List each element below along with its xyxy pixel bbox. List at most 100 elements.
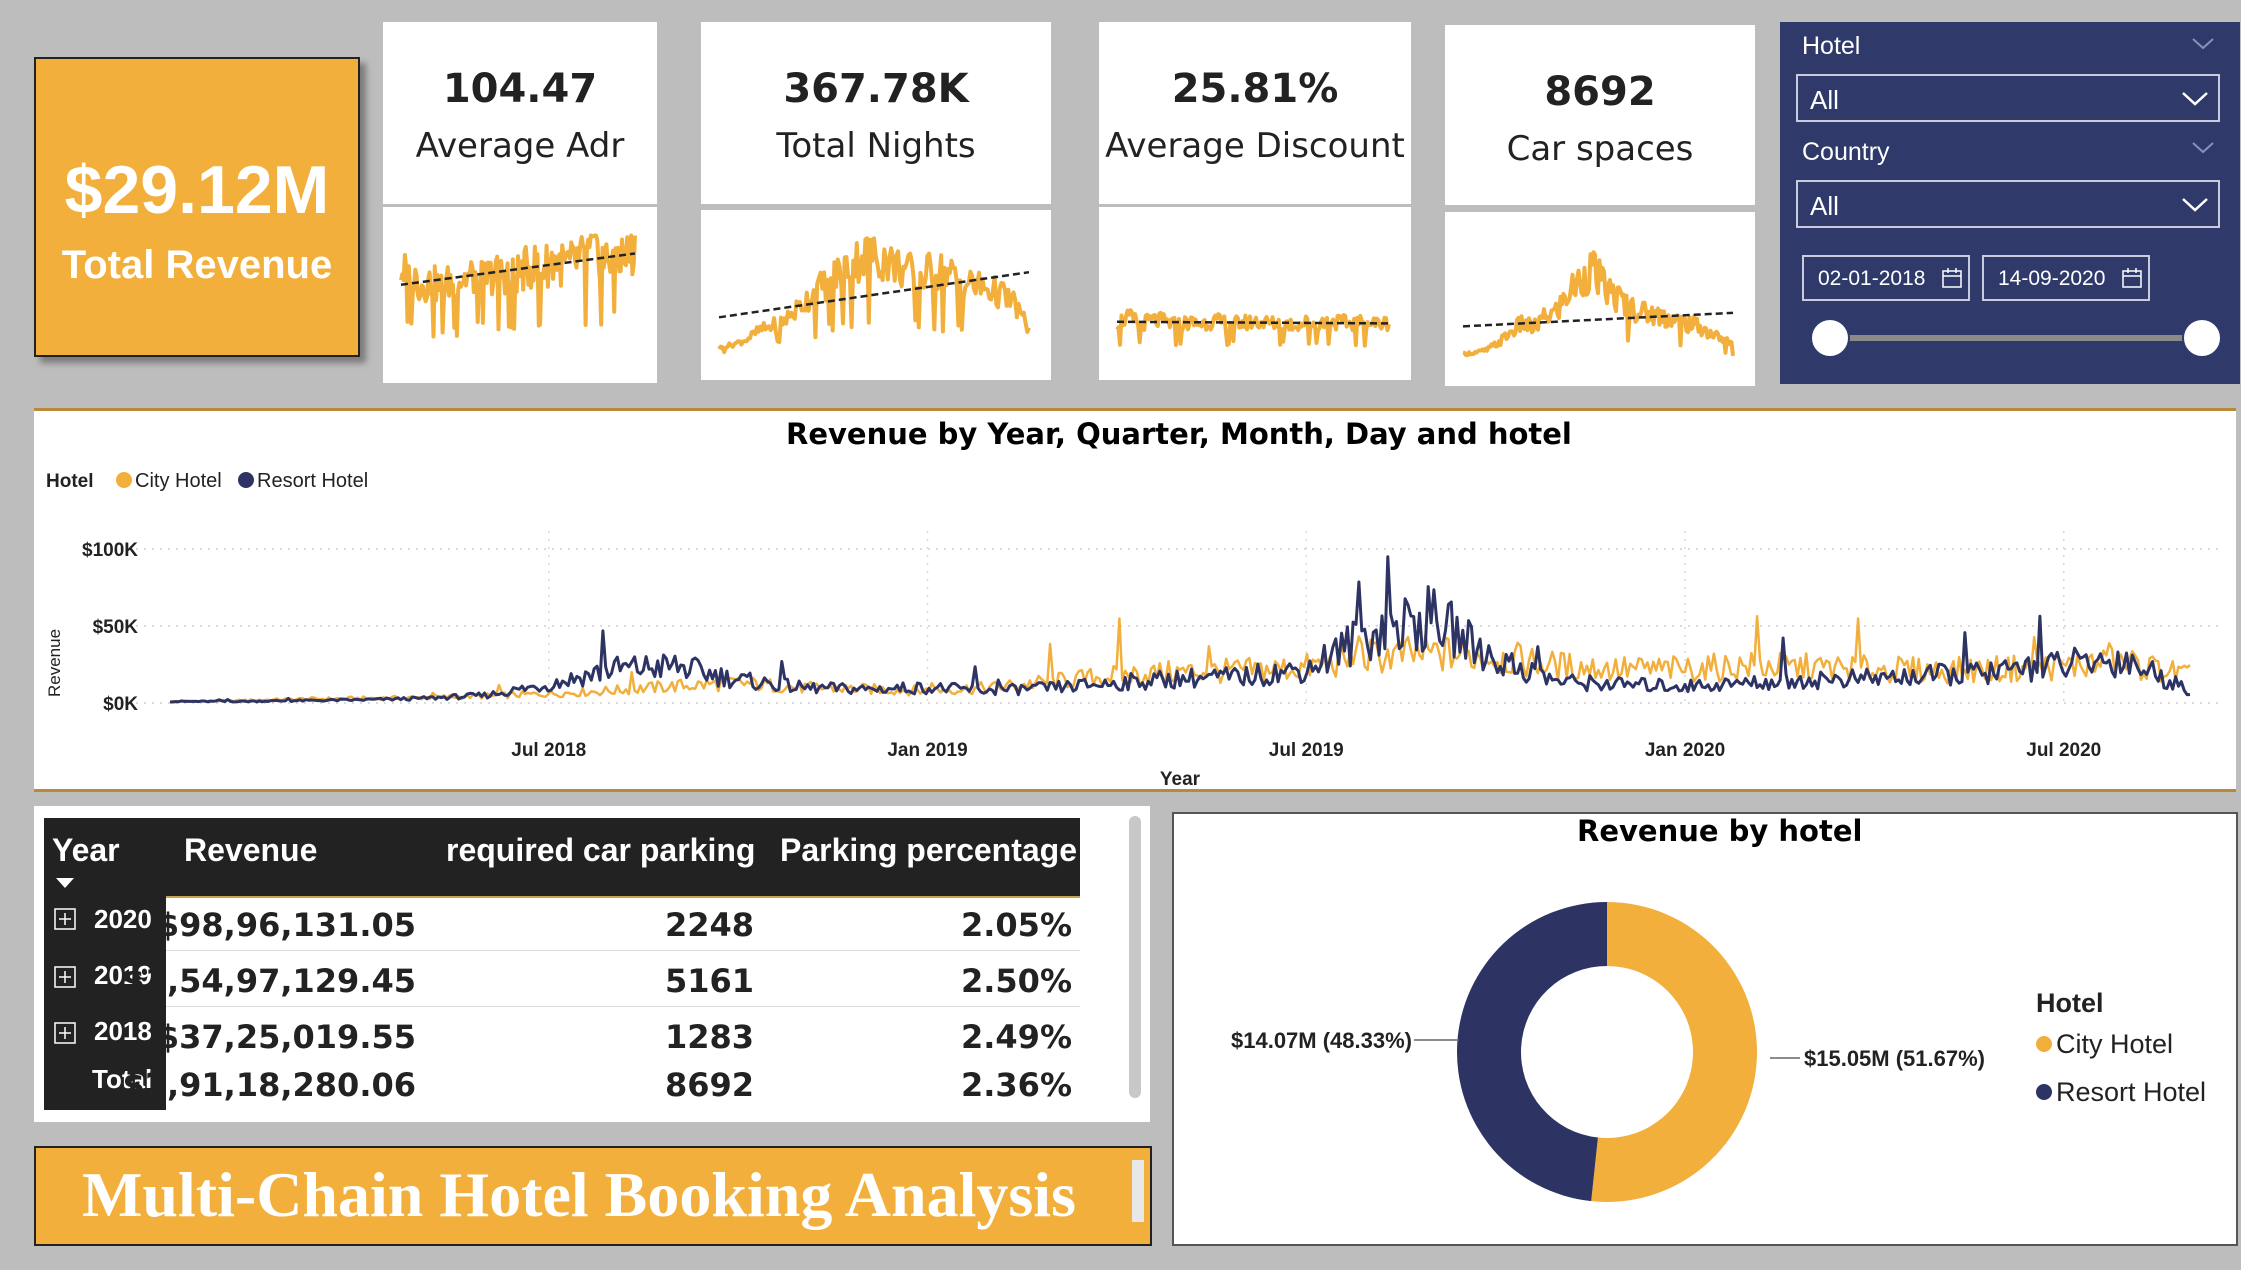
year-column-block bbox=[44, 896, 166, 1110]
donut-chart-title: Revenue by hotel bbox=[1577, 814, 1863, 848]
total-parking: 8692 bbox=[664, 1066, 754, 1104]
y-tick-label: $0K bbox=[103, 694, 138, 715]
sparkline-car-spaces bbox=[1445, 212, 1755, 386]
expand-plus-icon[interactable] bbox=[54, 1022, 76, 1044]
start-date-value: 02-01-2018 bbox=[1818, 267, 1926, 290]
kpi-label: Total Nights bbox=[776, 126, 976, 166]
total-parking-percentage: 2.36% bbox=[960, 1066, 1072, 1104]
donut-slice-resort-hotel[interactable] bbox=[1457, 902, 1607, 1202]
y-tick-label: $50K bbox=[93, 617, 139, 638]
dashboard-title-banner: Multi-Chain Hotel Booking Analysis bbox=[34, 1146, 1152, 1246]
sparkline-trend-line bbox=[1116, 320, 1390, 325]
total-label: Total bbox=[92, 1064, 153, 1094]
banner-scrollbar[interactable] bbox=[1132, 1160, 1144, 1222]
sparkline-total-nights bbox=[701, 210, 1051, 380]
column-header-car-parking[interactable]: required car parking bbox=[446, 832, 756, 868]
sparkline-series bbox=[1115, 308, 1391, 348]
sparkline-chart bbox=[1115, 308, 1391, 348]
row-parking: 1283 bbox=[664, 1018, 754, 1056]
x-tick-label: Jul 2018 bbox=[511, 740, 586, 761]
hotel-dropdown-value: All bbox=[1810, 85, 1839, 115]
row-parking: 5161 bbox=[664, 962, 754, 1000]
donut-legend-marker-city bbox=[2036, 1036, 2052, 1052]
chevron-down-icon[interactable] bbox=[2190, 140, 2216, 156]
country-filter-title: Country bbox=[1802, 138, 1890, 166]
hotel-filter-title: Hotel bbox=[1802, 32, 1861, 60]
series-line-resort-hotel[interactable] bbox=[170, 555, 2191, 704]
row-year: 2020 bbox=[94, 904, 152, 934]
header-divider bbox=[166, 896, 1080, 898]
column-header-year[interactable]: Year bbox=[52, 832, 120, 868]
legend-label-city-hotel: City Hotel bbox=[135, 470, 222, 492]
slider-handle-start[interactable] bbox=[1810, 318, 1850, 358]
x-tick-label: Jul 2020 bbox=[2026, 740, 2101, 761]
kpi-value: 367.78K bbox=[783, 66, 969, 112]
country-dropdown-value: All bbox=[1810, 191, 1839, 221]
date-range-slider[interactable] bbox=[1780, 312, 2240, 372]
sparkline-series bbox=[399, 233, 637, 339]
resort-hotel-data-label: $14.07M (48.33%) bbox=[1231, 1028, 1412, 1053]
legend-marker-city-hotel bbox=[116, 472, 132, 488]
x-tick-label: Jan 2020 bbox=[1645, 740, 1725, 761]
chevron-down-icon bbox=[2182, 198, 2208, 212]
sparkline-series bbox=[1462, 250, 1735, 358]
kpi-card-average-discount: 25.81% Average Discount bbox=[1099, 22, 1411, 204]
donut-legend-title: Hotel bbox=[2036, 988, 2104, 1018]
line-chart-title: Revenue by Year, Quarter, Month, Day and… bbox=[786, 417, 1572, 451]
revenue-line-chart: Hotel City Hotel Resort Hotel Revenue Ye… bbox=[45, 470, 2224, 790]
legend-marker-resort-hotel bbox=[238, 472, 254, 488]
city-hotel-data-label: $15.05M (51.67%) bbox=[1804, 1046, 1985, 1071]
donut-slices bbox=[1457, 902, 1757, 1202]
x-tick-label: Jan 2019 bbox=[887, 740, 967, 761]
legend-title: Hotel bbox=[46, 471, 94, 492]
donut-legend-marker-resort bbox=[2036, 1084, 2052, 1100]
sort-desc-icon[interactable] bbox=[54, 876, 76, 890]
sparkline-trend-line bbox=[1462, 311, 1734, 328]
expand-plus-icon[interactable] bbox=[54, 966, 76, 988]
column-header-parking-percentage[interactable]: Parking percentage bbox=[780, 832, 1077, 868]
line-chart-series bbox=[169, 555, 2191, 704]
sparkline-average-adr bbox=[383, 207, 657, 383]
table-header-row: Year Revenue required car parking Parkin… bbox=[44, 818, 1080, 896]
row-divider bbox=[166, 950, 1080, 951]
donut-slice-city-hotel[interactable] bbox=[1591, 902, 1757, 1202]
end-date-input[interactable]: 14-09-2020 bbox=[1982, 255, 2150, 301]
kpi-value: 25.81% bbox=[1171, 66, 1339, 112]
sparkline-chart bbox=[399, 233, 637, 339]
start-date-input[interactable]: 02-01-2018 bbox=[1802, 255, 1970, 301]
row-revenue: $98,96,131.05 bbox=[156, 906, 416, 944]
sparkline-trend-line bbox=[400, 252, 636, 286]
calendar-icon[interactable] bbox=[1942, 268, 1962, 288]
row-divider bbox=[166, 1006, 1080, 1007]
kpi-card-total-nights: 367.78K Total Nights bbox=[701, 22, 1051, 204]
row-parking-percentage: 2.05% bbox=[960, 906, 1072, 944]
kpi-value: 8692 bbox=[1544, 69, 1656, 115]
filter-panel: Hotel All Country All 02-01-2018 14-09-2… bbox=[1780, 22, 2240, 384]
y-tick-label: $100K bbox=[82, 540, 138, 561]
row-revenue: $37,25,019.55 bbox=[156, 1018, 416, 1056]
donut-legend-label-resort: Resort Hotel bbox=[2056, 1077, 2206, 1107]
series-line-city-hotel[interactable] bbox=[169, 615, 2191, 704]
total-revenue-label: Total Revenue bbox=[61, 243, 333, 287]
line-chart-gridlines: $100K $50K $0K Jul 2018 Jan 2019 Jul 2019 Jan … bbox=[82, 531, 2224, 761]
legend-label-resort-hotel: Resort Hotel bbox=[257, 470, 368, 492]
calendar-icon[interactable] bbox=[2122, 268, 2142, 288]
sparkline-chart bbox=[717, 236, 1031, 355]
kpi-value: 104.47 bbox=[442, 66, 598, 112]
kpi-card-car-spaces: 8692 Car spaces bbox=[1445, 25, 1755, 205]
country-dropdown[interactable]: All bbox=[1796, 180, 2220, 228]
table-scrollbar[interactable] bbox=[1129, 816, 1141, 1098]
hotel-dropdown[interactable]: All bbox=[1796, 74, 2220, 122]
chevron-down-icon[interactable] bbox=[2190, 36, 2216, 52]
sparkline-series bbox=[717, 236, 1031, 355]
slider-handle-end[interactable] bbox=[2182, 318, 2222, 358]
column-header-revenue[interactable]: Revenue bbox=[184, 832, 318, 868]
row-year: 2019 bbox=[94, 960, 152, 990]
row-parking-percentage: 2.50% bbox=[960, 962, 1072, 1000]
kpi-label: Average Discount bbox=[1105, 126, 1405, 166]
kpi-label: Car spaces bbox=[1506, 129, 1694, 169]
expand-plus-icon[interactable] bbox=[54, 908, 76, 930]
row-parking-percentage: 2.49% bbox=[960, 1018, 1072, 1056]
row-revenue: $1,54,97,129.45 bbox=[122, 962, 416, 1000]
x-axis-label: Year bbox=[1160, 769, 1201, 790]
